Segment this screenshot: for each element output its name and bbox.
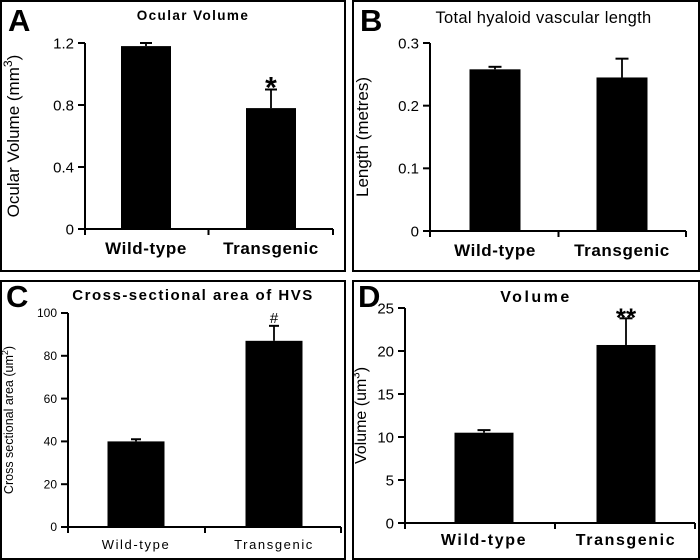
y-axis-label: Length (metres): [354, 77, 372, 197]
y-axis-label: Cross sectional area (um2​): [2, 346, 16, 494]
y-tick-label: 60: [44, 392, 58, 406]
significance-marker: **: [616, 302, 637, 332]
y-tick-label: 0.8: [53, 97, 74, 114]
y-tick-label: 20: [44, 477, 58, 491]
bar-chart: 0 20 40 60 80 100 Wild-type # Transgenic Cross se…: [2, 306, 342, 552]
bar-wild-type: [107, 441, 165, 527]
y-tick-label: 0: [66, 221, 74, 238]
y-tick-label: 80: [44, 349, 58, 363]
y-tick-label: 100: [37, 306, 57, 320]
chart-title: Total hyaloid vascular length: [435, 9, 652, 27]
category-label: Wild-type: [105, 239, 187, 258]
category-label: Transgenic: [576, 532, 676, 549]
panel-letter: C: [6, 280, 29, 314]
y-tick-label: 0.2: [398, 98, 419, 115]
chart-title: Cross-sectional area of HVS: [72, 287, 314, 304]
category-label: Wild-type: [441, 532, 527, 549]
bar-wild-type: [121, 46, 171, 229]
panel-letter: D: [358, 280, 381, 314]
significance-marker: #: [270, 310, 279, 327]
bar-transgenic: [596, 77, 648, 231]
bar-chart: 0 0.1 0.2 0.3 Wild-type Transgenic Length (met…: [354, 35, 687, 260]
y-tick-label: 15: [377, 386, 394, 403]
y-axis-label: Ocular Volume (mm3​): [2, 55, 23, 218]
category-label: Transgenic: [223, 239, 319, 258]
bar-chart: 0 5 10 15 20 25 Wild-type ** Transgenic Volume (u…: [354, 300, 696, 549]
y-tick-label: 0.1: [398, 161, 419, 178]
category-label: Transgenic: [574, 241, 670, 260]
y-tick-label: 10: [377, 429, 394, 446]
panel-b-total-hyaloid-vascular-length: B Total hyaloid vascular length 0 0.1 0.2 0…: [352, 0, 700, 272]
panel-c-cross-sectional-area: C Cross-sectional area of HVS 0 20 40 60 80 1…: [0, 280, 346, 560]
category-label: Wild-type: [102, 537, 171, 552]
y-tick-label: 0.4: [53, 159, 74, 176]
category-label: Wild-type: [454, 241, 536, 260]
bar-wild-type: [454, 432, 514, 523]
y-tick-label: 25: [377, 300, 394, 317]
y-axis-label: Volume (um3​): [354, 367, 370, 464]
significance-marker: *: [265, 72, 277, 105]
chart-title: Ocular Volume: [136, 8, 250, 23]
chart-title: Volume: [500, 289, 572, 306]
bar-transgenic: [596, 344, 656, 523]
panel-a-ocular-volume: A Ocular Volume 0 0.4 0.8 1.2 Wild-type * Tran…: [0, 0, 346, 272]
panel-letter: B: [360, 3, 383, 38]
y-tick-label: 20: [377, 343, 394, 360]
category-label: Transgenic: [234, 537, 314, 552]
y-tick-label: 5: [386, 472, 394, 489]
bar-wild-type: [469, 69, 521, 231]
bar-transgenic: [246, 108, 296, 229]
panel-letter: A: [8, 3, 31, 38]
y-tick-label: 0: [386, 515, 394, 532]
panel-d-volume: D Volume 0 5 10 15 20 25 Wild-type ** Transgenic…: [352, 280, 700, 560]
bar-chart: 0 0.4 0.8 1.2 Wild-type * Transgenic Ocular Vol…: [2, 35, 334, 258]
y-tick-label: 1.2: [53, 35, 74, 52]
y-tick-label: 0.3: [398, 35, 419, 52]
y-tick-label: 0: [411, 223, 419, 240]
bar-transgenic: [245, 340, 303, 527]
y-tick-label: 40: [44, 435, 58, 449]
y-tick-label: 0: [50, 520, 57, 534]
